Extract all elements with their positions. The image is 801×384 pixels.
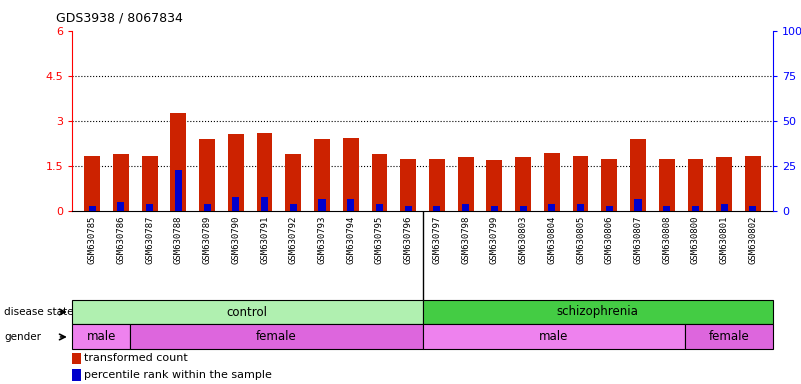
Text: GSM630792: GSM630792 xyxy=(289,216,298,264)
Bar xyxy=(515,157,531,211)
Bar xyxy=(405,206,412,211)
Bar xyxy=(577,204,584,211)
Bar xyxy=(285,154,301,211)
Bar xyxy=(343,137,359,211)
Bar xyxy=(228,134,244,211)
Bar xyxy=(142,156,158,211)
Text: control: control xyxy=(227,306,268,318)
Text: GSM630799: GSM630799 xyxy=(490,216,499,264)
Bar xyxy=(314,139,330,211)
Bar xyxy=(692,206,699,211)
Bar xyxy=(89,206,96,211)
Text: schizophrenia: schizophrenia xyxy=(557,306,638,318)
Bar xyxy=(175,170,182,211)
Bar xyxy=(203,204,211,211)
Bar xyxy=(146,204,153,211)
Bar xyxy=(630,139,646,211)
Text: GSM630796: GSM630796 xyxy=(404,216,413,264)
Bar xyxy=(745,156,761,211)
Text: GSM630805: GSM630805 xyxy=(576,216,585,264)
Bar xyxy=(573,156,589,211)
Bar xyxy=(423,300,773,324)
Text: GSM630791: GSM630791 xyxy=(260,216,269,264)
Bar xyxy=(491,206,498,211)
Bar xyxy=(290,204,297,211)
Text: transformed count: transformed count xyxy=(84,353,188,363)
Bar xyxy=(658,159,674,211)
Bar xyxy=(72,324,131,349)
Bar xyxy=(749,206,756,211)
Bar xyxy=(606,206,613,211)
Text: GSM630794: GSM630794 xyxy=(346,216,355,264)
Bar xyxy=(716,157,732,211)
Bar xyxy=(261,197,268,211)
Bar xyxy=(433,206,441,211)
Bar xyxy=(457,157,473,211)
Text: female: female xyxy=(256,331,297,343)
Bar xyxy=(663,206,670,211)
Bar xyxy=(347,199,354,211)
Bar xyxy=(232,197,239,211)
Text: GSM630797: GSM630797 xyxy=(433,216,441,264)
Bar xyxy=(520,206,526,211)
Bar xyxy=(400,159,416,211)
Text: GSM630786: GSM630786 xyxy=(116,216,126,264)
Bar xyxy=(486,160,502,211)
Bar xyxy=(544,152,560,211)
Text: GSM630802: GSM630802 xyxy=(748,216,758,264)
Text: GSM630801: GSM630801 xyxy=(719,216,729,264)
Bar xyxy=(372,154,388,211)
Text: disease state: disease state xyxy=(4,307,74,317)
Text: female: female xyxy=(709,331,750,343)
Bar xyxy=(721,204,727,211)
Bar xyxy=(171,113,187,211)
Text: male: male xyxy=(539,331,569,343)
Text: GSM630790: GSM630790 xyxy=(231,216,240,264)
Bar xyxy=(423,324,686,349)
Text: GSM630808: GSM630808 xyxy=(662,216,671,264)
Text: GSM630803: GSM630803 xyxy=(518,216,528,264)
Bar xyxy=(602,159,617,211)
Text: GSM630798: GSM630798 xyxy=(461,216,470,264)
Text: GSM630804: GSM630804 xyxy=(547,216,556,264)
Bar xyxy=(687,159,703,211)
Bar xyxy=(84,156,100,211)
Text: GSM630787: GSM630787 xyxy=(145,216,154,264)
Bar xyxy=(131,324,423,349)
Bar xyxy=(118,202,124,211)
Bar xyxy=(462,204,469,211)
Text: GSM630789: GSM630789 xyxy=(203,216,211,264)
Text: male: male xyxy=(87,331,116,343)
Text: GSM630795: GSM630795 xyxy=(375,216,384,264)
Text: GSM630793: GSM630793 xyxy=(317,216,327,264)
Bar xyxy=(256,133,272,211)
Bar xyxy=(319,199,325,211)
Text: GSM630785: GSM630785 xyxy=(87,216,97,264)
Bar xyxy=(72,353,81,364)
Bar xyxy=(634,199,642,211)
Text: GSM630806: GSM630806 xyxy=(605,216,614,264)
Text: GSM630807: GSM630807 xyxy=(634,216,642,264)
Bar xyxy=(72,369,81,381)
Text: GSM630800: GSM630800 xyxy=(691,216,700,264)
Bar xyxy=(548,204,555,211)
Bar xyxy=(686,324,773,349)
Bar xyxy=(429,159,445,211)
Text: GSM630788: GSM630788 xyxy=(174,216,183,264)
Bar xyxy=(72,300,423,324)
Text: gender: gender xyxy=(4,332,41,342)
Bar xyxy=(376,204,383,211)
Bar xyxy=(113,154,129,211)
Text: GDS3938 / 8067834: GDS3938 / 8067834 xyxy=(56,12,183,25)
Text: percentile rank within the sample: percentile rank within the sample xyxy=(84,370,272,380)
Bar xyxy=(199,139,215,211)
